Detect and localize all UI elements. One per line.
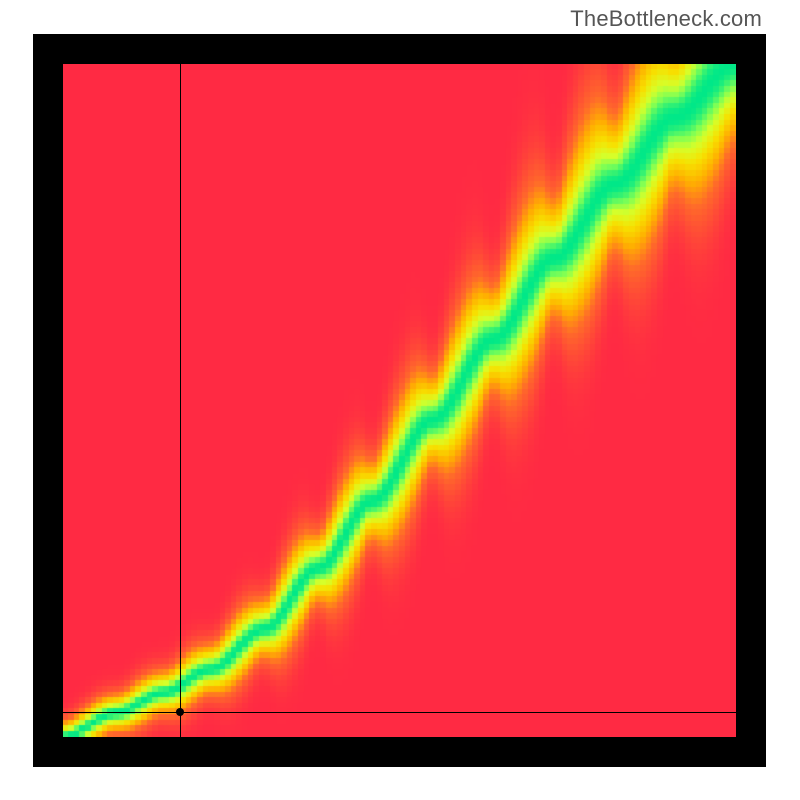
watermark-text: TheBottleneck.com: [570, 6, 762, 32]
crosshair-marker: [176, 708, 184, 716]
crosshair-horizontal: [63, 712, 736, 713]
crosshair-vertical: [180, 64, 181, 737]
chart-container: TheBottleneck.com: [0, 0, 800, 800]
heatmap-canvas: [63, 64, 736, 737]
plot-frame: [33, 34, 766, 767]
